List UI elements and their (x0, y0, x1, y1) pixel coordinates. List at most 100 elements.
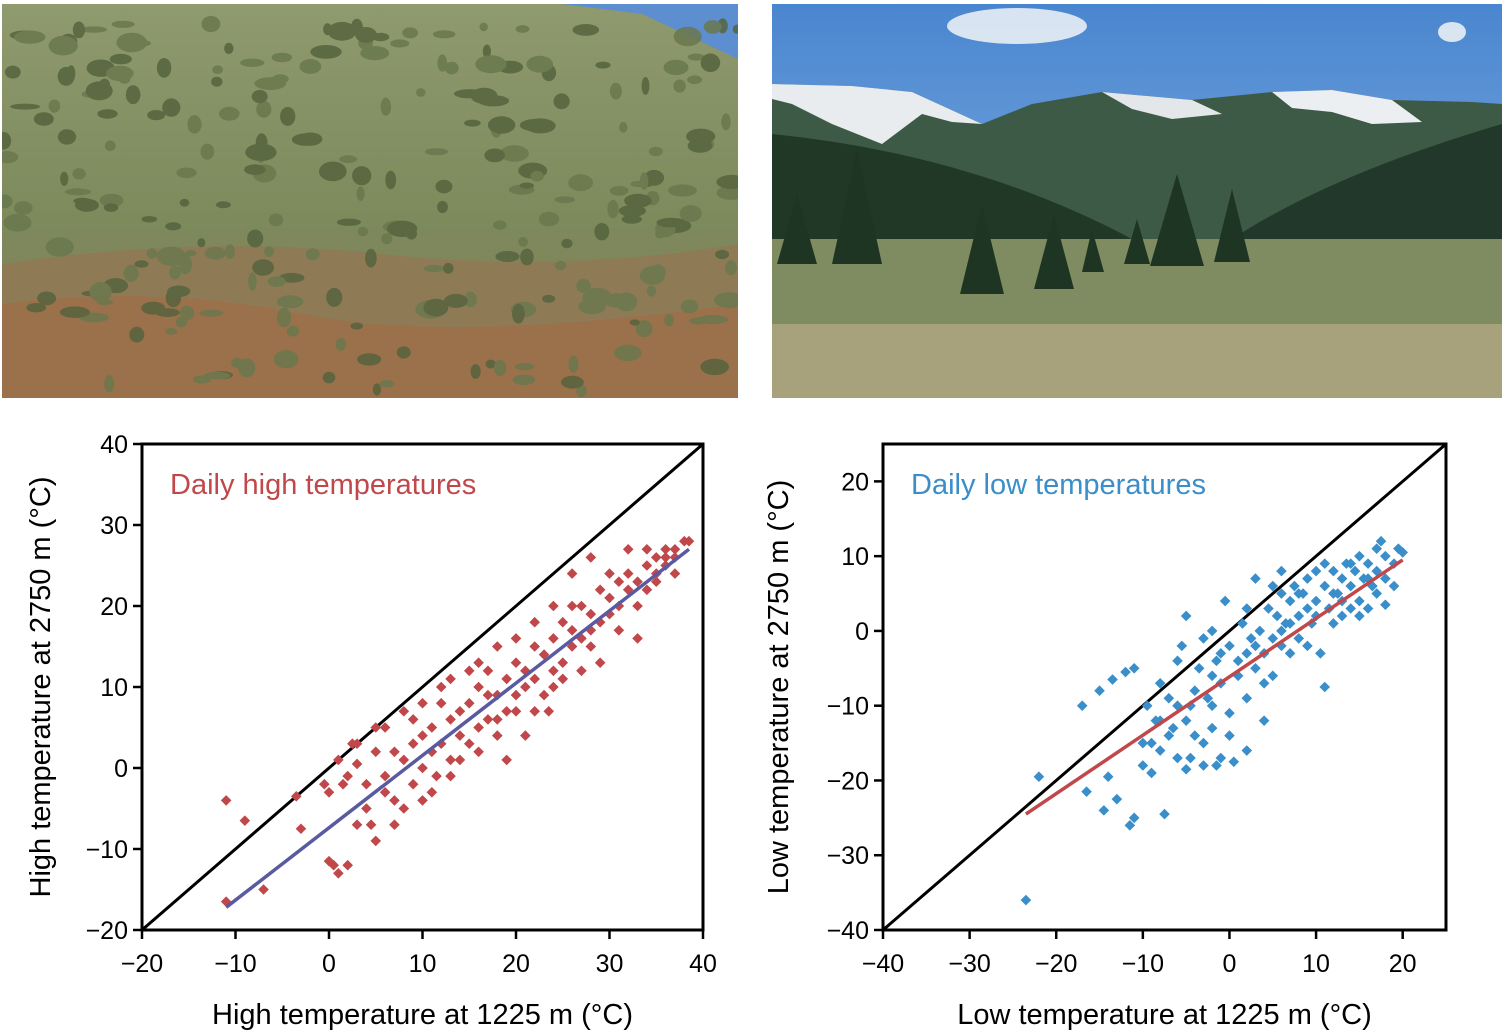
data-point (548, 681, 559, 693)
shrub-texture (224, 42, 234, 55)
shrub-texture (219, 106, 240, 121)
data-point (566, 568, 578, 579)
x-tick-label: 10 (409, 950, 437, 978)
data-point (491, 641, 503, 652)
shrub-texture (514, 362, 535, 371)
shrub-texture (299, 59, 322, 74)
shrub-texture (244, 164, 266, 175)
shrub-texture (327, 21, 357, 41)
x-tick-label: −20 (121, 950, 163, 978)
data-point (379, 770, 391, 782)
data-point (379, 786, 391, 798)
data-point (548, 633, 559, 644)
data-point (1310, 595, 1322, 607)
shrub-texture (479, 22, 488, 32)
shrub-texture (568, 174, 593, 192)
data-point (1163, 692, 1175, 704)
shrub-texture (176, 167, 197, 179)
shrub-texture (247, 229, 264, 248)
data-point (622, 568, 634, 579)
y-tick-label: −10 (86, 836, 128, 864)
y-tick-label: 10 (841, 543, 869, 571)
data-point (622, 543, 634, 555)
shrub-texture (721, 113, 731, 131)
shrub-texture (379, 380, 395, 388)
shrub-texture (280, 106, 296, 126)
data-point (220, 795, 232, 806)
data-point (295, 823, 307, 835)
shrub-texture (646, 285, 657, 297)
data-point (417, 762, 428, 774)
shrub-texture (323, 23, 332, 36)
data-point (1159, 808, 1170, 820)
low-temperature-chart: −40 −30 −20 −10 0 10 20 −40 −30 −20 −10 0 10 20 Low te… (752, 420, 1504, 1033)
shrub-texture (485, 359, 496, 369)
shrub-texture (156, 246, 186, 266)
shrub-texture (444, 61, 459, 75)
shrub-texture (264, 246, 274, 257)
data-point (1276, 588, 1287, 599)
shrub-texture (538, 211, 560, 227)
data-point (1228, 756, 1240, 768)
shrub-texture (703, 20, 722, 34)
data-point (1302, 573, 1313, 584)
data-point (1185, 752, 1196, 764)
data-point (1111, 793, 1123, 805)
shrub-texture (716, 185, 738, 200)
data-point (660, 543, 671, 555)
shrub-texture (187, 115, 202, 134)
data-point (538, 689, 550, 701)
high-temperature-plot: −20 −10 0 10 20 30 40 −20 −10 0 10 20 30 40 High tempe… (25, 431, 717, 1031)
shrub-texture (245, 143, 277, 161)
data-point (319, 778, 330, 790)
y-tick-label: 0 (855, 618, 869, 646)
shrub-texture (561, 238, 573, 249)
data-point (520, 730, 531, 741)
one-to-one-reference-line (142, 444, 703, 930)
data-point (543, 705, 555, 717)
data-point (529, 641, 541, 652)
data-point (417, 730, 428, 741)
shrub-texture (178, 254, 192, 275)
data-point (1206, 722, 1218, 734)
shrub-texture (687, 53, 705, 61)
data-point (1250, 663, 1261, 674)
shrub-texture (595, 61, 611, 69)
shrub-texture (80, 26, 107, 33)
shrub-texture (520, 248, 534, 266)
data-point (576, 665, 587, 677)
data-point (566, 624, 578, 636)
shrub-texture (663, 59, 689, 76)
shrub-texture (2, 132, 12, 150)
shrub-texture (197, 238, 206, 248)
data-point (1146, 737, 1157, 749)
x-tick-label: −40 (862, 950, 904, 978)
shrub-texture (444, 293, 468, 308)
y-tick-label: 20 (100, 593, 128, 621)
data-point (1076, 700, 1088, 711)
data-point (548, 665, 559, 677)
data-point (463, 665, 475, 677)
shrub-texture (169, 265, 181, 280)
x-axis-title: Low temperature at 1225 m (°C) (957, 999, 1372, 1031)
x-tick-label: 30 (596, 950, 624, 978)
shrub-texture (185, 250, 197, 257)
data-point (520, 681, 531, 693)
chart-title: Daily low temperatures (911, 469, 1206, 501)
data-point (290, 791, 302, 802)
data-point (1271, 610, 1283, 622)
data-point (1328, 565, 1339, 577)
data-point (529, 705, 541, 717)
data-point (445, 673, 456, 685)
data-point (1033, 771, 1045, 783)
shrub-texture (162, 98, 181, 117)
data-point (417, 697, 428, 709)
shrub-texture (134, 260, 149, 268)
data-point (1267, 633, 1279, 644)
shrub-texture (614, 344, 642, 362)
x-tick-label: 10 (1302, 950, 1330, 978)
y-tick-label: 30 (100, 512, 128, 540)
shrub-texture (64, 188, 92, 196)
shrub-texture (72, 21, 85, 39)
data-point (1345, 603, 1357, 614)
